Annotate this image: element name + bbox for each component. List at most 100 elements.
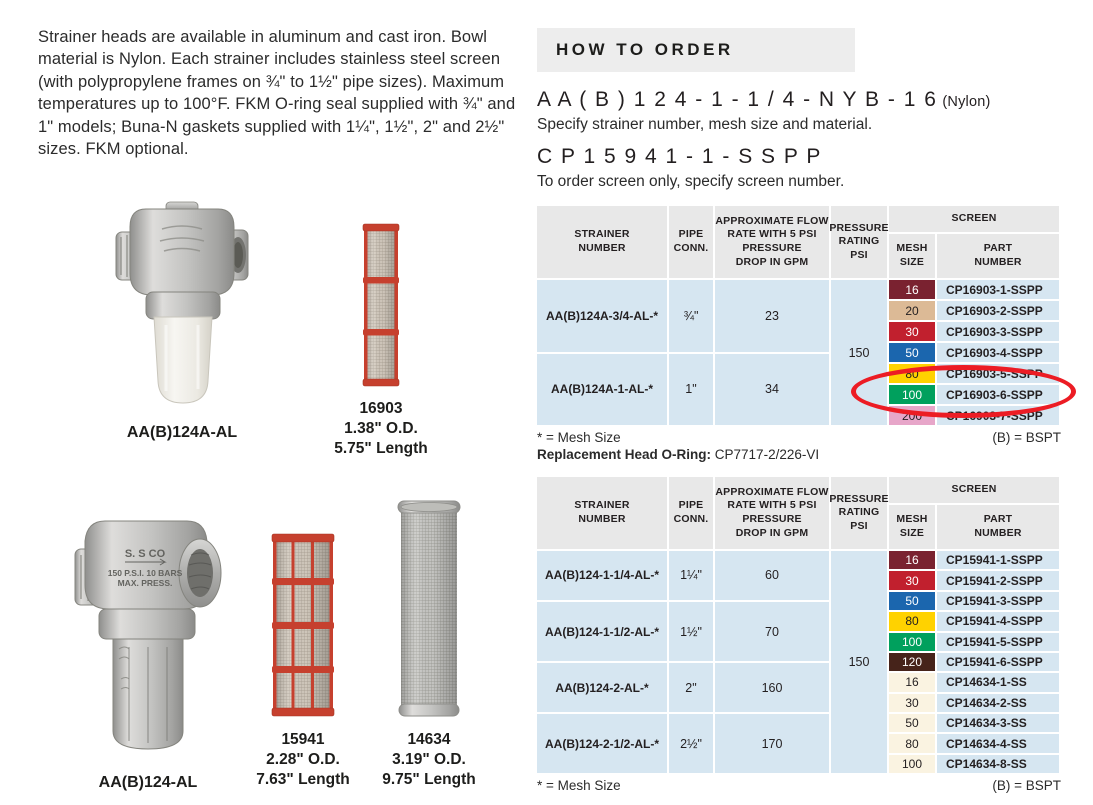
part-number-cell: CP15941-1-SSPP: [937, 551, 1059, 570]
strainer-number-cell: AA(B)124-2-AL-*: [537, 663, 667, 712]
pipe-conn-cell: 2": [669, 663, 713, 712]
screen-photo-14634: [397, 500, 461, 717]
col-header-pressure-rating: PRESSURE RATING PSI: [829, 477, 888, 549]
screen-mid-od: 2.28" O.D.: [266, 751, 340, 768]
part-number-cell: CP15941-6-SSPP: [937, 652, 1059, 672]
mesh-size-footnote: * = Mesh Size: [537, 778, 621, 794]
flow-rate-cell: 34: [715, 353, 829, 425]
part-number-cell: CP16903-3-SSPP: [937, 322, 1059, 341]
oring-footnote-value: CP7717-2/226-VI: [711, 447, 820, 462]
pressure-rating-cell: 150: [831, 280, 887, 425]
screen-top-caption: 16903 1.38" O.D. 5.75" Length: [328, 399, 434, 459]
mesh-size-cell: 50: [889, 714, 935, 733]
screen-mid-caption: 15941 2.28" O.D. 7.63" Length: [242, 730, 364, 790]
screen-right-od: 3.19" O.D.: [392, 751, 466, 768]
col-header-flow-rate: APPROXIMATE FLOW RATE WITH 5 PSI PRESSUR…: [715, 477, 829, 549]
pipe-conn-cell: 1½": [669, 601, 713, 662]
mesh-size-cell: 30: [889, 693, 935, 712]
pipe-conn-cell: 1": [669, 353, 713, 425]
mesh-size-cell: 50: [889, 343, 935, 362]
screen-right-caption: 14634 3.19" O.D. 9.75" Length: [368, 730, 490, 790]
how-to-order-title: HOW TO ORDER: [556, 40, 734, 59]
how-to-order-header: HOW TO ORDER: [537, 28, 855, 72]
strainer-number-cell: AA(B)124-1-1/4-AL-*: [537, 551, 667, 600]
part-number-cell: CP15941-4-SSPP: [937, 612, 1059, 631]
mesh-size-cell: 100: [889, 632, 935, 651]
pipe-conn-cell: 1¼": [669, 551, 713, 600]
mesh-size-cell: 16: [889, 280, 935, 299]
strainer-engraving-line3: MAX. PRESS.: [118, 578, 173, 588]
col-header-pressure-rating: PRESSURE RATING PSI: [829, 206, 888, 278]
flow-rate-cell: 170: [715, 714, 829, 774]
intro-paragraph: Strainer heads are available in aluminum…: [38, 28, 516, 159]
screen-right-length: 9.75" Length: [382, 771, 476, 788]
screen-top-model: 16903: [359, 400, 403, 417]
strainer-number-cell: AA(B)124A-3/4-AL-*: [537, 280, 667, 352]
strainer-engraving-line1: S. S CO: [125, 548, 166, 560]
mesh-size-cell: 200: [889, 406, 935, 425]
strainer-order-note: Specify strainer number, mesh size and m…: [537, 116, 873, 133]
pipe-conn-cell: ¾": [669, 280, 713, 352]
part-number-cell: CP15941-2-SSPP: [937, 571, 1059, 590]
screen-order-code: C P 1 5 9 4 1 - 1 - S S P P: [537, 145, 822, 168]
screen-order-note: To order screen only, specify screen num…: [537, 173, 845, 190]
col-header-strainer-number: STRAINER NUMBER: [537, 477, 667, 549]
screen-top-od: 1.38" O.D.: [344, 420, 418, 437]
screen-photo-16903: [362, 223, 400, 387]
order-table-1: STRAINER NUMBER PIPE CONN. APPROXIMATE F…: [537, 206, 1061, 425]
part-number-cell: CP14634-3-SS: [937, 714, 1059, 733]
part-number-cell: CP14634-8-SS: [937, 754, 1059, 774]
part-number-cell: CP16903-4-SSPP: [937, 343, 1059, 362]
part-number-cell: CP15941-3-SSPP: [937, 591, 1059, 611]
mesh-size-cell: 80: [889, 364, 935, 383]
mesh-size-cell: 30: [889, 571, 935, 590]
strainer-photo-aab124-al: S. S CO 150 P.S.I. 10 BARS MAX. PRESS.: [74, 520, 222, 750]
col-header-flow-rate: APPROXIMATE FLOW RATE WITH 5 PSI PRESSUR…: [715, 206, 829, 278]
col-header-part-number: PART NUMBER: [937, 505, 1059, 549]
order-table-2: STRAINER NUMBER PIPE CONN. APPROXIMATE F…: [537, 477, 1061, 774]
mesh-size-cell-highlighted: 100: [889, 385, 935, 404]
col-header-strainer-number: STRAINER NUMBER: [537, 206, 667, 278]
table-1-footnotes: * = Mesh Size (B) = BSPT Replacement Hea…: [537, 430, 1061, 462]
mesh-size-cell: 50: [889, 591, 935, 611]
table-2-footnotes: * = Mesh Size (B) = BSPT: [537, 778, 1061, 793]
screen-right-model: 14634: [407, 731, 451, 748]
screen-mid-model: 15941: [281, 731, 325, 748]
mesh-size-cell: 80: [889, 734, 935, 753]
screen-mid-length: 7.63" Length: [256, 771, 350, 788]
screen-photo-15941: [271, 533, 335, 717]
strainer-order-code: A A ( B ) 1 2 4 - 1 - 1 / 4 - N Y B - 1 …: [537, 88, 938, 111]
oring-footnote-label: Replacement Head O-Ring:: [537, 447, 712, 462]
mesh-size-cell: 16: [889, 551, 935, 570]
part-number-cell: CP15941-5-SSPP: [937, 632, 1059, 651]
mesh-size-cell: 20: [889, 301, 935, 320]
strainer-order-material: (Nylon): [942, 94, 991, 110]
part-number-cell: CP16903-7-SSPP: [937, 406, 1059, 425]
part-number-cell: CP16903-1-SSPP: [937, 280, 1059, 299]
strainer-order-code-line: A A ( B ) 1 2 4 - 1 - 1 / 4 - N Y B - 1 …: [537, 88, 1063, 112]
mesh-size-cell: 100: [889, 754, 935, 774]
mesh-size-cell: 120: [889, 652, 935, 672]
col-header-screen: SCREEN: [889, 206, 1059, 232]
flow-rate-cell: 160: [715, 663, 829, 712]
mesh-size-cell: 16: [889, 673, 935, 692]
pipe-conn-cell: 2½": [669, 714, 713, 774]
strainer-bottom-caption: AA(B)124-AL: [98, 774, 198, 791]
strainer-number-cell: AA(B)124-2-1/2-AL-*: [537, 714, 667, 774]
screen-top-length: 5.75" Length: [334, 440, 428, 457]
part-number-cell-highlighted: CP16903-6-SSPP: [937, 385, 1059, 404]
flow-rate-cell: 60: [715, 551, 829, 600]
strainer-number-cell: AA(B)124-1-1/2-AL-*: [537, 601, 667, 662]
part-number-cell: CP14634-1-SS: [937, 673, 1059, 692]
how-to-order-section: HOW TO ORDER A A ( B ) 1 2 4 - 1 - 1 / 4…: [537, 28, 1063, 793]
strainer-photo-aab124a-al: [115, 201, 249, 404]
part-number-cell: CP16903-2-SSPP: [937, 301, 1059, 320]
bspt-footnote: (B) = BSPT: [992, 430, 1061, 445]
mesh-size-cell: 80: [889, 612, 935, 631]
mesh-size-cell: 30: [889, 322, 935, 341]
strainer-top-caption: AA(B)124A-AL: [126, 424, 238, 441]
part-number-cell: CP14634-2-SS: [937, 693, 1059, 712]
pressure-rating-cell: 150: [831, 551, 887, 774]
part-number-cell: CP14634-4-SS: [937, 734, 1059, 753]
